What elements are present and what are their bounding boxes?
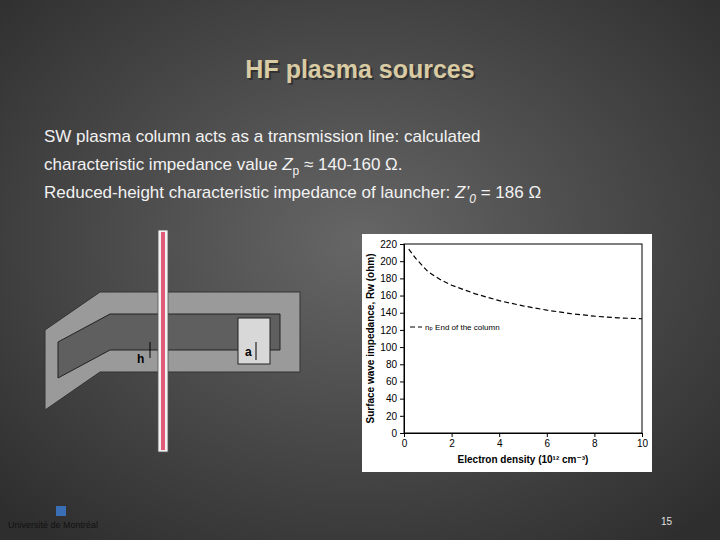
y-tick: 60 xyxy=(386,376,404,387)
gap-arrow xyxy=(150,342,151,358)
y-tick: 160 xyxy=(380,290,404,301)
y-tick-label: 200 xyxy=(380,256,397,267)
body-text: Z’ xyxy=(454,183,469,202)
y-tick-label: 20 xyxy=(386,411,398,422)
plot-frame xyxy=(404,244,642,433)
y-tick-label: 80 xyxy=(386,359,398,370)
diagram-label: h xyxy=(137,352,144,366)
y-tick: 180 xyxy=(380,273,404,284)
title: HF plasma sources xyxy=(245,55,474,83)
y-tick-mark xyxy=(400,330,404,331)
x-tick-mark xyxy=(642,433,643,437)
plasma-column xyxy=(161,232,165,450)
y-tick-mark xyxy=(400,416,404,417)
x-tick-label: 8 xyxy=(592,438,598,449)
y-tick: 20 xyxy=(386,411,404,422)
waveguide-port xyxy=(238,318,270,364)
x-tick-label: 4 xyxy=(497,438,503,449)
y-axis-title: Surface wave impedance, Rw (ohm) xyxy=(365,253,376,423)
height-arrow xyxy=(256,342,257,360)
body-text: characteristic impedance value xyxy=(44,155,282,174)
y-tick-mark xyxy=(400,313,404,314)
body-line: characteristic impedance value Zp ≈ 140-… xyxy=(44,155,403,178)
page-number: 15 xyxy=(661,516,673,527)
background xyxy=(0,0,720,540)
body-line: Reduced-height characteristic impedance … xyxy=(44,183,541,206)
tube xyxy=(158,230,168,452)
launcher-diagram: ha xyxy=(45,230,300,452)
slide: HF plasma sourcesHF plasma sourcesSW pla… xyxy=(0,0,720,540)
y-tick-mark xyxy=(400,261,404,262)
x-tick-mark xyxy=(452,433,453,437)
y-tick: 220 xyxy=(380,239,404,250)
x-tick-mark xyxy=(594,433,595,437)
y-tick-label: 180 xyxy=(380,273,397,284)
y-tick: 80 xyxy=(386,359,404,370)
x-tick: 4 xyxy=(497,433,503,449)
plot-area xyxy=(409,249,642,319)
y-tick-mark xyxy=(400,296,404,297)
x-tick: 10 xyxy=(637,433,649,449)
y-tick: 120 xyxy=(380,325,404,336)
x-tick-mark xyxy=(499,433,500,437)
legend: nₚ End of the column xyxy=(410,323,500,332)
legend-swatch xyxy=(410,327,422,328)
y-tick: 0 xyxy=(391,428,404,439)
body-text: SW plasma column acts as a transmission … xyxy=(44,127,481,146)
body-text: = 186 Ω xyxy=(476,183,541,202)
body-text: Z xyxy=(281,155,293,174)
logo-icon xyxy=(56,506,66,516)
y-tick-label: 140 xyxy=(380,307,397,318)
body-line: SW plasma column acts as a transmission … xyxy=(44,127,481,146)
legend-label: nₚ End of the column xyxy=(425,323,500,332)
x-axis: 0 2 4 6 8 10 xyxy=(402,433,649,449)
series-line xyxy=(409,249,642,319)
x-tick-mark xyxy=(547,433,548,437)
y-axis-line xyxy=(400,245,405,434)
y-tick-mark xyxy=(400,399,404,400)
body-text: ≈ 140-160 Ω. xyxy=(299,155,402,174)
diagram-label: a xyxy=(245,345,252,359)
waveguide xyxy=(58,314,280,378)
x-tick-label: 2 xyxy=(449,438,455,449)
x-tick: 6 xyxy=(545,433,551,449)
y-tick-label: 100 xyxy=(380,342,397,353)
y-tick-label: 220 xyxy=(380,239,397,250)
y-tick-mark xyxy=(400,381,404,382)
x-tick-label: 6 xyxy=(545,438,551,449)
y-tick-label: 60 xyxy=(386,376,398,387)
y-tick: 100 xyxy=(380,342,404,353)
y-tick-mark xyxy=(400,347,404,348)
y-tick-label: 160 xyxy=(380,290,397,301)
x-tick-label: 10 xyxy=(637,438,649,449)
y-tick-mark xyxy=(400,278,404,279)
chart-background xyxy=(362,234,652,472)
x-tick: 2 xyxy=(449,433,455,449)
x-tick: 8 xyxy=(592,433,598,449)
logo-text: Université de Montréal xyxy=(8,520,98,530)
y-tick-mark xyxy=(400,433,404,434)
y-tick-label: 40 xyxy=(386,393,398,404)
y-tick-label: 120 xyxy=(380,325,397,336)
y-tick: 40 xyxy=(386,393,404,404)
waveguide-back xyxy=(45,292,300,410)
y-tick: 140 xyxy=(380,307,404,318)
x-axis-title: Electron density (10¹² cm⁻³) xyxy=(458,454,589,465)
x-tick: 0 xyxy=(402,433,408,449)
x-axis-line xyxy=(405,434,643,438)
y-axis: 0 20 40 60 80 100 120 140 160 180 200 220 xyxy=(380,239,404,439)
y-tick-mark xyxy=(400,364,404,365)
x-tick-label: 0 xyxy=(402,438,408,449)
y-tick: 200 xyxy=(380,256,404,267)
y-tick-mark xyxy=(400,244,404,245)
y-tick-label: 0 xyxy=(391,428,397,439)
body-text: Reduced-height characteristic impedance … xyxy=(44,183,455,202)
